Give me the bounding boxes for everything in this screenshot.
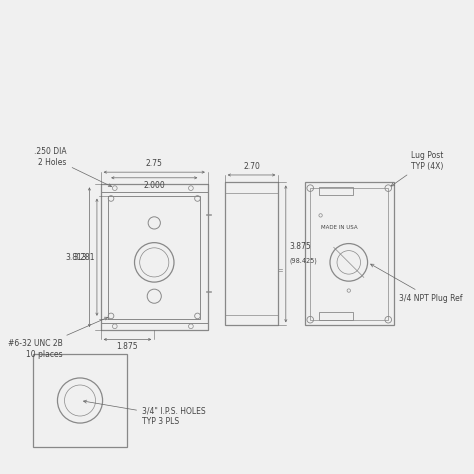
Text: #6-32 UNC 2B
10 places: #6-32 UNC 2B 10 places <box>9 317 108 358</box>
Bar <box>319 187 353 195</box>
Text: 3/4 NPT Plug Ref: 3/4 NPT Plug Ref <box>371 264 462 302</box>
Text: 2.70: 2.70 <box>243 162 260 171</box>
Bar <box>310 188 388 319</box>
Text: (98.425): (98.425) <box>290 258 317 264</box>
Bar <box>100 184 208 330</box>
Bar <box>319 312 353 319</box>
Text: 2.75: 2.75 <box>146 159 163 168</box>
Text: 2.000: 2.000 <box>143 181 165 190</box>
Bar <box>108 196 201 319</box>
Bar <box>100 322 208 330</box>
Text: .250 DIA
2 Holes: .250 DIA 2 Holes <box>34 147 111 187</box>
Bar <box>305 182 394 325</box>
Bar <box>33 354 127 447</box>
Text: Lug Post
TYP (4X): Lug Post TYP (4X) <box>391 151 443 186</box>
Bar <box>100 184 208 192</box>
Text: 3.813: 3.813 <box>65 253 87 262</box>
Text: 3.281: 3.281 <box>73 253 95 262</box>
Text: 3.875: 3.875 <box>290 242 311 251</box>
Bar <box>225 182 278 325</box>
Text: MADE IN USA: MADE IN USA <box>320 225 357 230</box>
Text: 3/4" I.P.S. HOLES
TYP 3 PLS: 3/4" I.P.S. HOLES TYP 3 PLS <box>83 400 206 426</box>
Text: 1.875: 1.875 <box>117 342 138 351</box>
